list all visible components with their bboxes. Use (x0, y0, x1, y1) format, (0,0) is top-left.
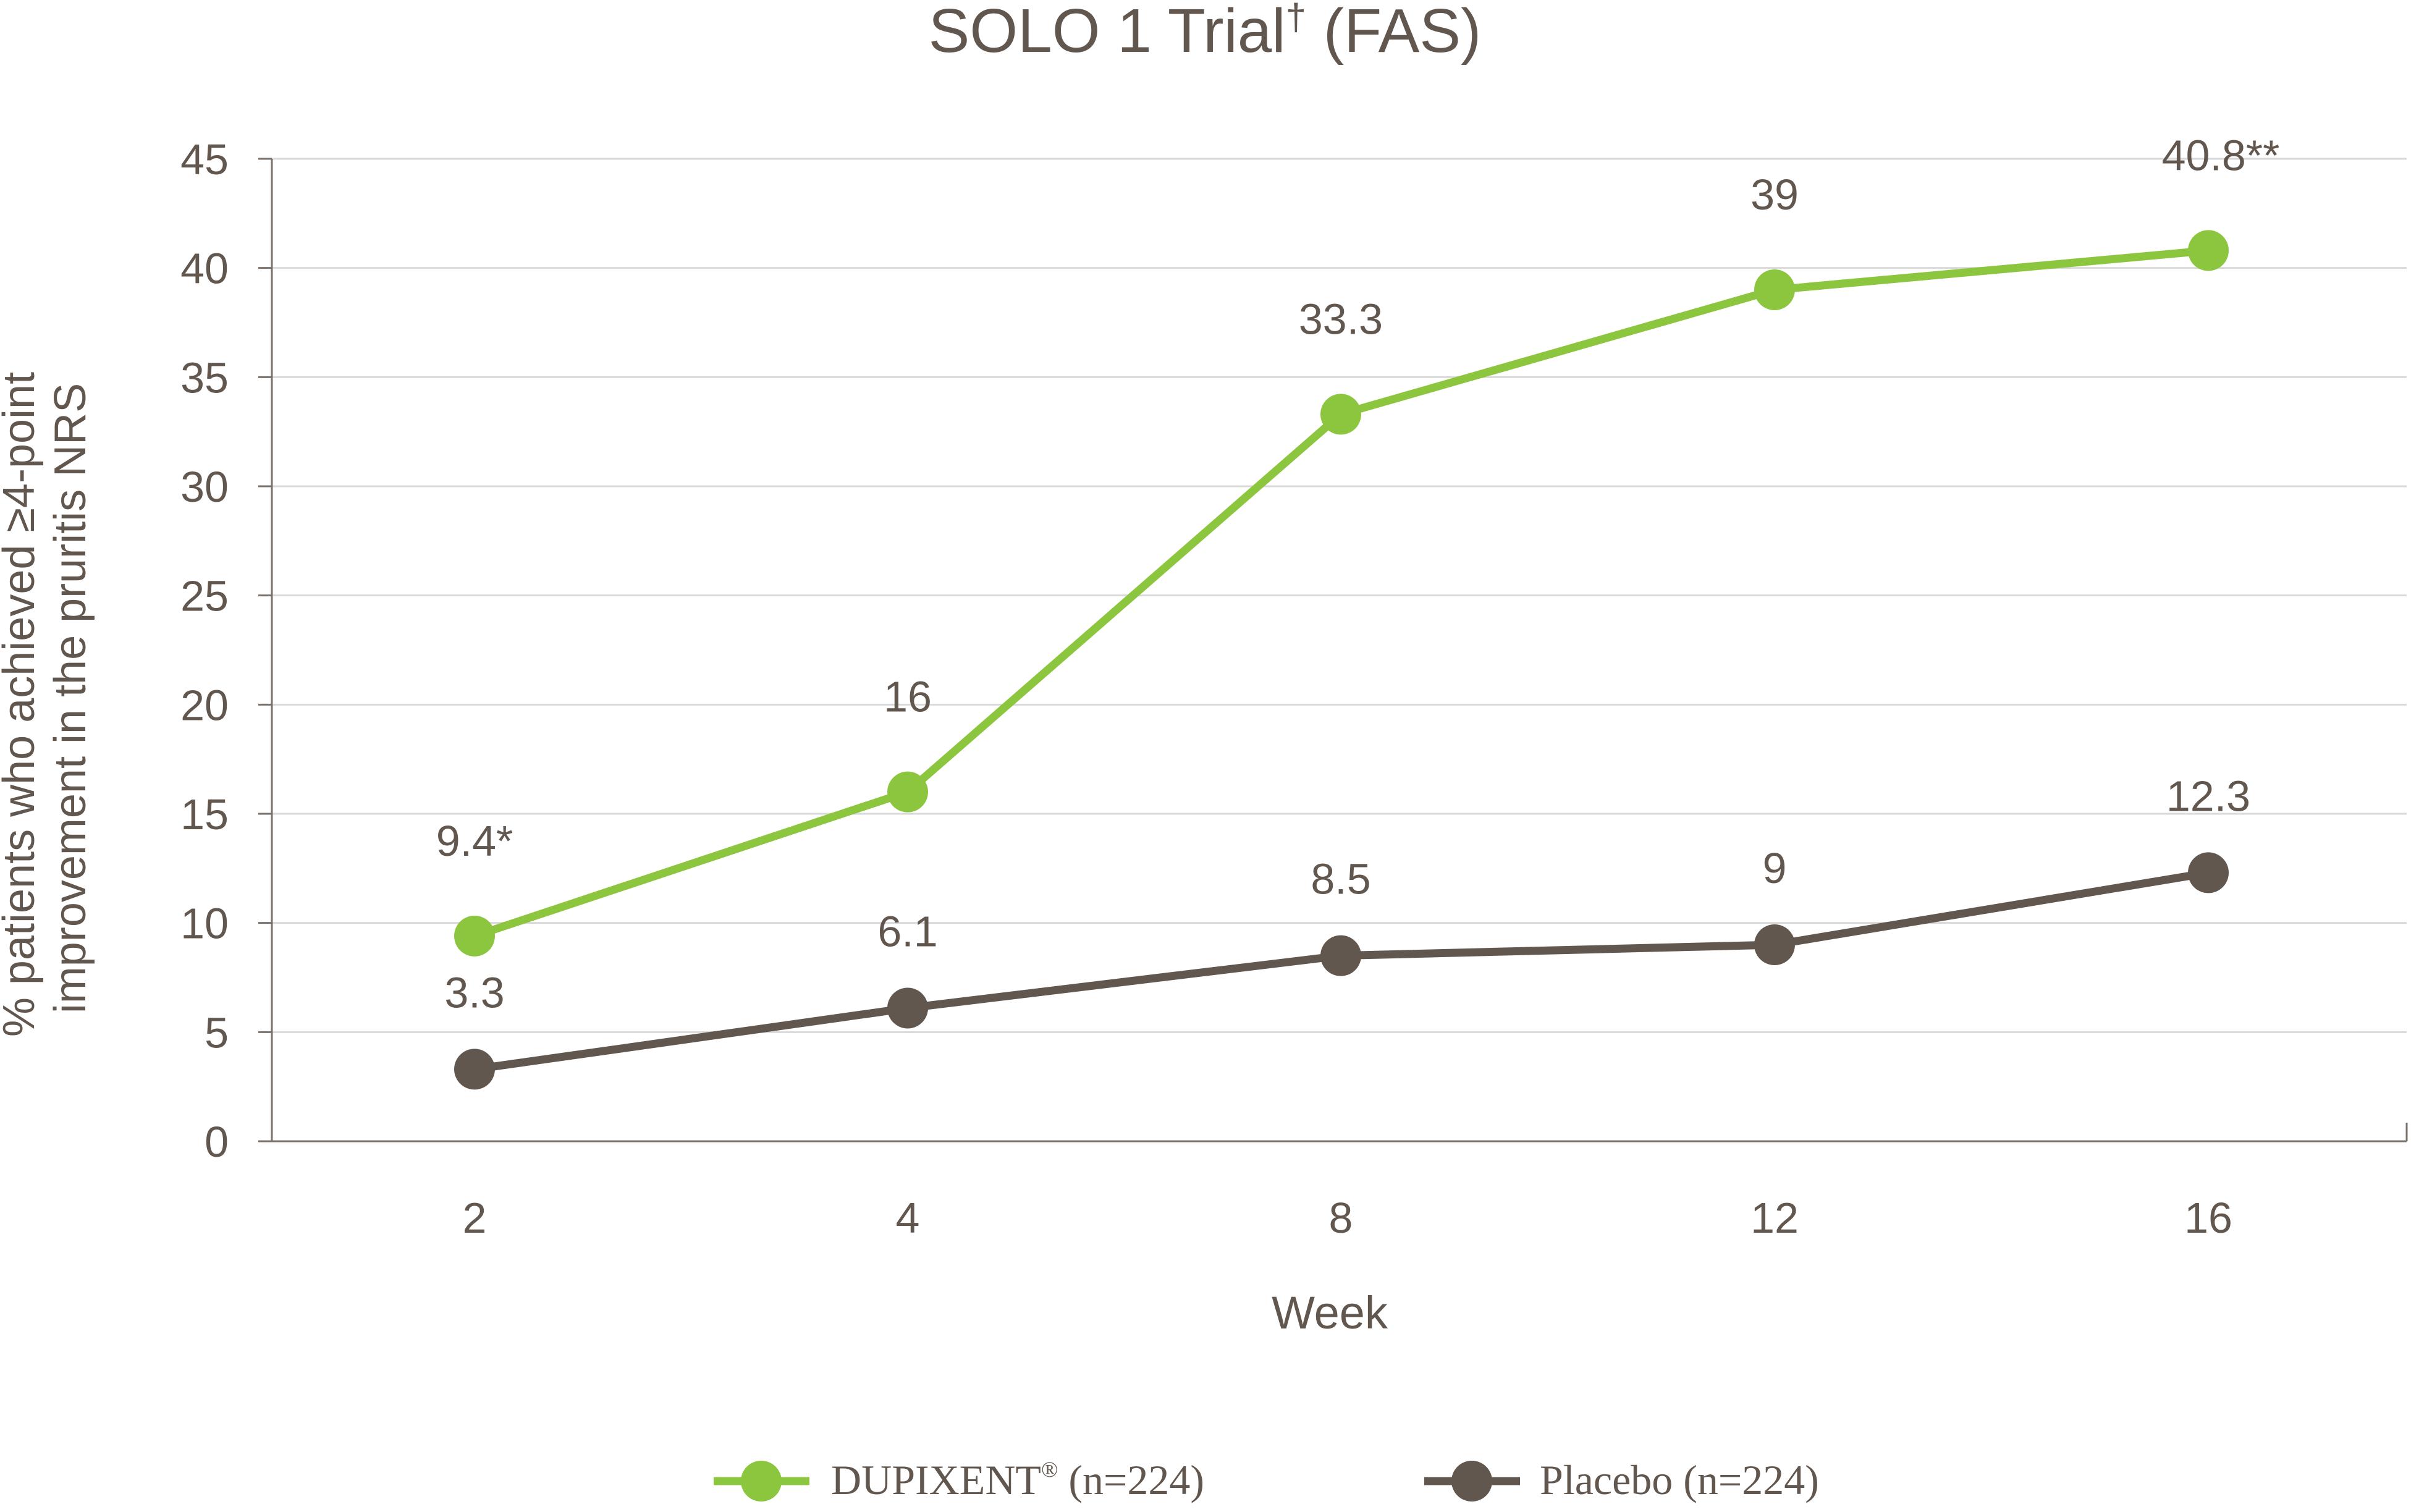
chart-title-suffix: (FAS) (1306, 0, 1481, 65)
data-point-placebo-week-4 (887, 987, 928, 1029)
x-tick-label-16: 16 (2184, 1194, 2232, 1242)
gridlines (272, 158, 2407, 1033)
data-label-placebo-week-16: 12.3 (2166, 772, 2250, 820)
data-point-placebo-week-12 (1754, 924, 1795, 965)
y-tick-label-45: 45 (180, 135, 229, 184)
x-tick-label-8: 8 (1329, 1194, 1353, 1242)
chart-title-dagger: † (1286, 0, 1306, 38)
legend-marker-dupixent (741, 1461, 782, 1501)
data-point-placebo-week-16 (2188, 852, 2229, 893)
data-point-placebo-week-2 (454, 1049, 495, 1090)
data-label-dupixent-week-8: 33.3 (1299, 295, 1383, 343)
x-tick-label-2: 2 (463, 1194, 487, 1242)
y-axis-label-line-2: improvement in the pruritis NRS (46, 383, 95, 1013)
data-label-dupixent-week-2: 9.4* (436, 817, 513, 865)
y-tick-label-0: 0 (205, 1118, 229, 1166)
legend-label-placebo-name: Placebo (1540, 1456, 1673, 1503)
data-label-placebo-week-4: 6.1 (877, 907, 937, 955)
y-tick-label-20: 20 (180, 681, 229, 729)
data-label-placebo-week-12: 9 (1763, 844, 1787, 892)
data-label-dupixent-week-16: 40.8** (2162, 131, 2280, 179)
y-tick-label-15: 15 (180, 790, 229, 838)
data-point-dupixent-week-4 (887, 771, 928, 813)
legend-label-dupixent-reg: ® (1041, 1457, 1058, 1482)
legend-label-dupixent-name: DUPIXENT (831, 1456, 1041, 1503)
data-labels: 9.4* 16 33.3 39 40.8** 3.3 6.1 8.5 9 12.3 (436, 131, 2280, 1016)
legend-label-placebo: Placebo (n=224) (1540, 1456, 1819, 1503)
axes (258, 158, 2408, 1142)
x-tick-labels: 2 4 8 12 16 (463, 1194, 2232, 1242)
x-tick-label-4: 4 (896, 1194, 920, 1242)
legend-label-dupixent-n: (n=224) (1058, 1456, 1204, 1503)
data-label-placebo-week-8: 8.5 (1311, 855, 1370, 903)
x-axis-label: Week (1272, 1287, 1388, 1338)
legend-label-dupixent: DUPIXENT® (n=224) (831, 1456, 1204, 1503)
data-point-dupixent-week-12 (1754, 269, 1795, 310)
data-label-placebo-week-2: 3.3 (444, 968, 504, 1016)
y-tick-label-10: 10 (180, 900, 229, 948)
y-tick-label-25: 25 (180, 572, 229, 620)
legend: DUPIXENT® (n=224) Placebo (n=224) (714, 1456, 1819, 1503)
y-tick-label-30: 30 (180, 463, 229, 511)
chart-title: SOLO 1 Trial† (FAS) (929, 0, 1482, 65)
data-point-dupixent-week-2 (454, 915, 495, 957)
data-point-placebo-week-8 (1320, 935, 1361, 976)
legend-marker-placebo (1451, 1461, 1492, 1501)
y-tick-labels: 0 5 10 15 20 25 30 35 40 45 (180, 135, 229, 1166)
y-tick-label-40: 40 (180, 245, 229, 293)
data-label-dupixent-week-4: 16 (884, 673, 932, 721)
legend-label-placebo-n: (n=224) (1673, 1456, 1819, 1503)
legend-item-dupixent: DUPIXENT® (n=224) (714, 1456, 1204, 1503)
series-plot-area (454, 230, 2229, 1090)
y-tick-label-35: 35 (180, 353, 229, 402)
y-axis-label-line-1: % patients who achieved ≥4-point (0, 372, 44, 1037)
legend-item-placebo: Placebo (n=224) (1424, 1456, 1819, 1503)
data-point-dupixent-week-8 (1320, 394, 1361, 435)
data-point-dupixent-week-16 (2188, 230, 2229, 271)
series-line-dupixent (473, 246, 2209, 940)
y-axis-label: % patients who achieved ≥4-point improve… (0, 360, 95, 1037)
chart-title-main: SOLO 1 Trial (929, 0, 1286, 65)
data-label-dupixent-week-12: 39 (1750, 171, 1799, 219)
x-tick-label-12: 12 (1750, 1194, 1799, 1242)
y-tick-label-5: 5 (205, 1008, 229, 1057)
